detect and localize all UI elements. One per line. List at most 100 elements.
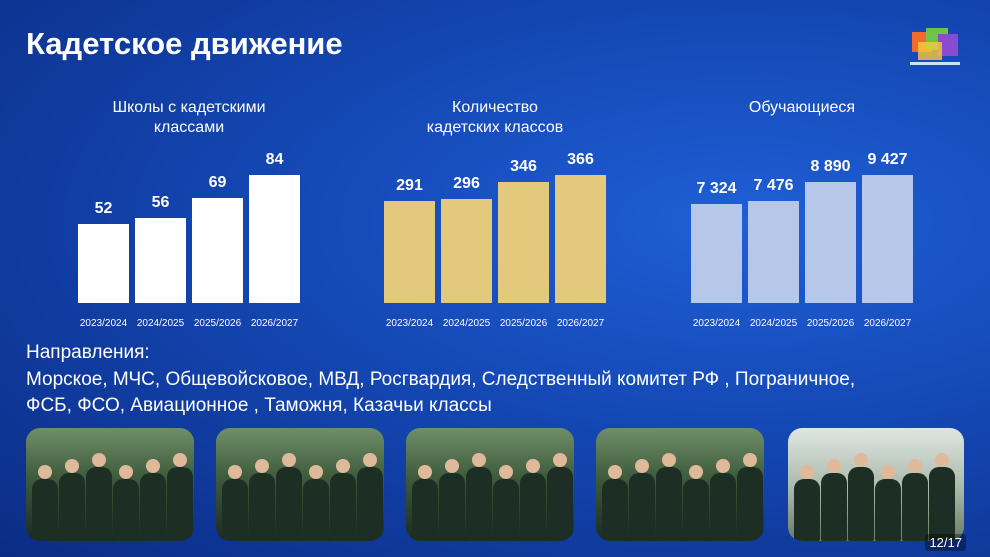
value-label: 366: [567, 151, 594, 168]
photo-figure: [309, 465, 323, 479]
photo-figure: [602, 479, 628, 541]
page-number: 12/17: [925, 534, 966, 551]
x-tick-label: 2025/2026: [806, 318, 855, 329]
x-tick-label: 2025/2026: [499, 318, 548, 329]
photo-figure: [412, 479, 438, 541]
bar: [384, 201, 435, 303]
photo-figure: [466, 467, 492, 541]
value-label: 9 427: [867, 151, 908, 168]
photo-figure: [282, 453, 296, 467]
photo-figure: [445, 459, 459, 473]
photo-figure: [902, 473, 928, 541]
photo-figure: [363, 453, 377, 467]
photo-figure: [716, 459, 730, 473]
photo-figure: [59, 473, 85, 541]
photo-figure: [493, 479, 519, 541]
bar: [78, 223, 129, 303]
bar: [862, 175, 913, 303]
logo: [910, 28, 960, 65]
value-label: 69: [208, 173, 227, 191]
x-tick-label: 2024/2025: [136, 318, 185, 329]
photo-figure: [875, 479, 901, 541]
photo-figure: [249, 473, 275, 541]
slide-title: Кадетское движение: [26, 26, 343, 61]
photo-figure: [146, 459, 160, 473]
photo-figure: [608, 465, 622, 479]
value-label: 52: [94, 199, 113, 217]
photo-figure: [683, 479, 709, 541]
photo: [26, 428, 194, 541]
photo-figure: [635, 459, 649, 473]
photo-figure: [119, 465, 133, 479]
photo-figure: [336, 459, 350, 473]
photo-figure: [848, 467, 874, 541]
x-tick-label: 2026/2027: [250, 318, 299, 329]
bar: [441, 199, 492, 303]
photo-figure: [881, 465, 895, 479]
photo-figure: [222, 479, 248, 541]
chart-title: Школы с кадетскими классами: [112, 99, 266, 136]
directions-line: Морское, МЧС, Общевойсковое, МВД, Росгва…: [26, 369, 856, 390]
photo-figure: [553, 453, 567, 467]
photo-figure: [140, 473, 166, 541]
photo-figure: [547, 467, 573, 541]
chart-title: Количество кадетских классов: [426, 99, 564, 136]
x-tick-label: 2024/2025: [442, 318, 491, 329]
photo-figure: [662, 453, 676, 467]
chart-title: Обучающиеся: [748, 99, 856, 116]
photo-figure: [303, 479, 329, 541]
bar: [498, 181, 549, 303]
value-label: 7 476: [753, 177, 794, 195]
directions-line: ФСБ, ФСО, Авиационное , Таможня, Казачьи…: [26, 395, 492, 416]
photo-figure: [113, 479, 139, 541]
x-tick-label: 2026/2027: [556, 318, 605, 329]
value-label: 8 890: [810, 158, 851, 176]
photo-figure: [276, 467, 302, 541]
photo-figure: [821, 473, 847, 541]
directions-label: Направления:: [26, 342, 150, 363]
photo-figure: [418, 465, 432, 479]
bar: [192, 197, 243, 303]
photo-figure: [908, 459, 922, 473]
photo-figure: [827, 459, 841, 473]
value-label: 291: [396, 177, 423, 195]
x-tick-label: 2023/2024: [692, 318, 741, 329]
photo-figure: [472, 453, 486, 467]
photo-figure: [357, 467, 383, 541]
bar: [135, 217, 186, 303]
bar: [748, 201, 799, 303]
photo-figure: [737, 467, 763, 541]
photo-figure: [499, 465, 513, 479]
photo-figure: [689, 465, 703, 479]
photo: [216, 428, 384, 541]
photo-figure: [32, 479, 58, 541]
photo-figure: [439, 473, 465, 541]
photo-figure: [228, 465, 242, 479]
photo-figure: [330, 473, 356, 541]
value-label: 346: [510, 157, 537, 175]
x-tick-label: 2026/2027: [863, 318, 912, 329]
photo-figure: [255, 459, 269, 473]
photo-figure: [173, 453, 187, 467]
bar: [249, 175, 300, 303]
photo-figure: [710, 473, 736, 541]
x-tick-label: 2023/2024: [385, 318, 434, 329]
photo-figure: [935, 453, 949, 467]
photo-figure: [929, 467, 955, 541]
photo-figure: [656, 467, 682, 541]
photo-figure: [743, 453, 757, 467]
photo-figure: [167, 467, 193, 541]
value-label: 296: [453, 175, 480, 193]
photo: [596, 428, 764, 541]
photo-figure: [65, 459, 79, 473]
value-label: 7 324: [696, 179, 737, 197]
x-tick-label: 2024/2025: [749, 318, 798, 329]
photo-figure: [526, 459, 540, 473]
value-label: 84: [265, 151, 284, 168]
bar: [555, 175, 606, 303]
x-tick-label: 2025/2026: [193, 318, 242, 329]
photo-figure: [854, 453, 868, 467]
photo-figure: [92, 453, 106, 467]
photo-figure: [38, 465, 52, 479]
